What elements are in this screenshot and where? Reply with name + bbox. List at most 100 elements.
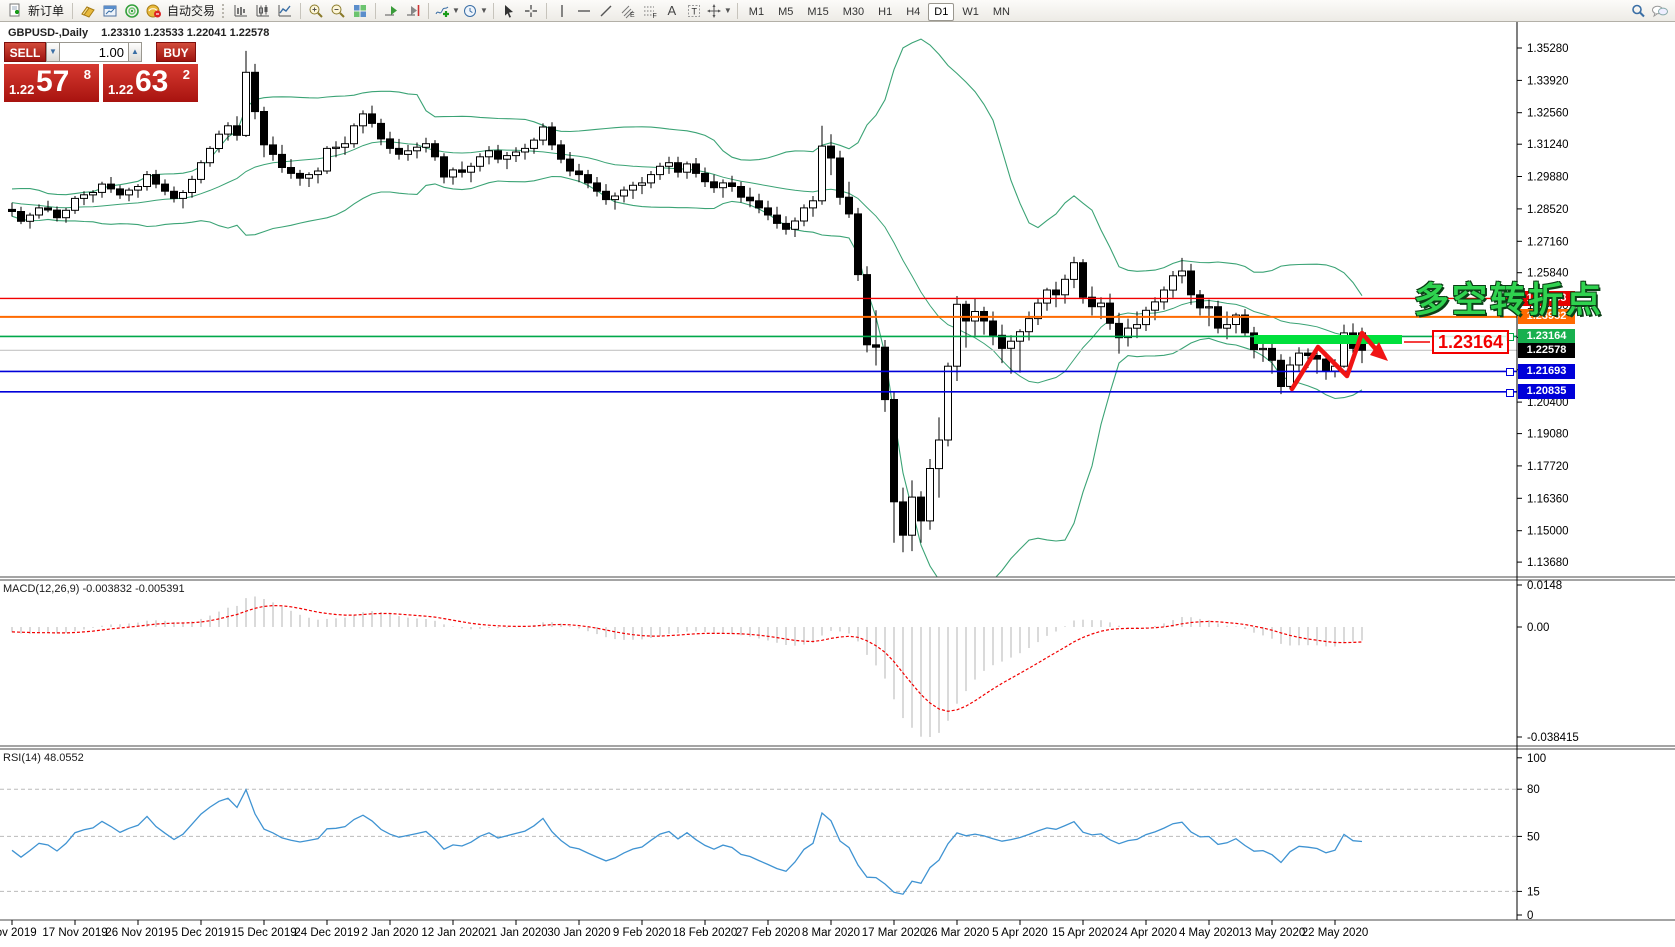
svg-text:100: 100: [1527, 753, 1546, 765]
svg-text:T: T: [691, 6, 697, 16]
autotrading-icon[interactable]: [144, 2, 164, 20]
indicators-icon[interactable]: ▼: [434, 2, 460, 20]
svg-text:22 May 2020: 22 May 2020: [1302, 927, 1369, 939]
timeframe-button-D1[interactable]: D1: [928, 2, 955, 21]
timeframe-button-M1[interactable]: M1: [748, 5, 765, 18]
crosshair-icon[interactable]: [521, 2, 541, 20]
search-icon[interactable]: [1628, 2, 1648, 20]
timeframe-button-H1[interactable]: H1: [878, 5, 893, 18]
svg-text:9 Feb 2020: 9 Feb 2020: [613, 927, 671, 939]
toolbar-separator: [72, 2, 74, 19]
sell-price-base: 1.22: [9, 82, 35, 97]
candlestick-chart-icon[interactable]: [253, 2, 273, 20]
toolbar-separator: [428, 2, 430, 19]
price-callout-box[interactable]: 1.23164: [1432, 330, 1510, 354]
timeframe-button-M5[interactable]: M5: [778, 5, 794, 18]
svg-text:RSI(14) 48.0552: RSI(14) 48.0552: [3, 752, 84, 764]
svg-text:50: 50: [1527, 831, 1540, 843]
svg-text:24 Apr 2020: 24 Apr 2020: [1115, 927, 1177, 939]
bar-chart-icon[interactable]: [231, 2, 251, 20]
new-order-icon[interactable]: [5, 2, 25, 20]
svg-text:0.00: 0.00: [1527, 622, 1549, 634]
svg-text:1.27160: 1.27160: [1527, 236, 1569, 248]
svg-text:26 Nov 2019: 26 Nov 2019: [105, 927, 170, 939]
auto-scroll-icon[interactable]: [381, 2, 401, 20]
one-click-trading-panel: SELL ▼ ▲ BUY 1.22 57 8 1.22 63 2: [4, 42, 198, 102]
price-tag-1.21693: 1.21693: [1518, 363, 1575, 379]
svg-text:1.25840: 1.25840: [1527, 268, 1569, 280]
svg-text:1.28520: 1.28520: [1527, 204, 1569, 216]
price-tag-1.23982: 1.23982: [1518, 309, 1575, 325]
timeframe-button-M30[interactable]: M30: [842, 5, 865, 18]
buy-button[interactable]: BUY: [156, 42, 196, 62]
autotrading-label[interactable]: 自动交易: [167, 4, 216, 18]
fibonacci-tool-icon[interactable]: F: [640, 2, 660, 20]
svg-text:1.17720: 1.17720: [1527, 461, 1569, 473]
timeframe-button-MN[interactable]: MN: [992, 5, 1010, 18]
chart-canvas[interactable]: 1.35280 1.33920 1.32560 1.31240 1.29880 1.285…: [0, 22, 1675, 942]
volume-input[interactable]: [60, 42, 128, 62]
buy-price-base: 1.22: [108, 82, 134, 97]
svg-text:MACD(12,26,9) -0.003832 -0.005: MACD(12,26,9) -0.003832 -0.005391: [3, 583, 185, 595]
svg-text:17 Nov 2019: 17 Nov 2019: [42, 927, 107, 939]
channel-tool-icon[interactable]: E: [618, 2, 638, 20]
cursor-icon[interactable]: [499, 2, 519, 20]
line-anchor-marker[interactable]: [1506, 368, 1514, 377]
market-watch-icon[interactable]: [100, 2, 120, 20]
svg-text:80: 80: [1527, 784, 1540, 796]
sell-price-pip: 8: [83, 67, 91, 82]
svg-text:15 Dec 2019: 15 Dec 2019: [231, 927, 296, 939]
sell-price-box[interactable]: 1.22 57 8: [4, 64, 99, 102]
arrows-tool-icon[interactable]: ▼: [706, 2, 732, 20]
chart-shift-icon[interactable]: [403, 2, 423, 20]
svg-text:1.31240: 1.31240: [1527, 139, 1569, 151]
text-tool-icon[interactable]: A: [667, 3, 677, 18]
turning-point-annotation[interactable]: 多空转折点: [1414, 281, 1605, 320]
svg-text:13 May 2020: 13 May 2020: [1239, 927, 1306, 939]
label-tool-icon[interactable]: T: [684, 2, 704, 20]
svg-text:15: 15: [1527, 886, 1540, 898]
buy-price-box[interactable]: 1.22 63 2: [103, 64, 198, 102]
signals-icon[interactable]: [122, 2, 142, 20]
svg-text:24 Dec 2019: 24 Dec 2019: [294, 927, 359, 939]
chart-title: GBPUSD-,Daily 1.23310 1.23533 1.22041 1.…: [8, 27, 269, 39]
periods-icon[interactable]: ▼: [462, 2, 488, 20]
new-order-label[interactable]: 新订单: [28, 4, 65, 18]
line-anchor-marker[interactable]: [1506, 388, 1514, 397]
chat-icon[interactable]: [1650, 2, 1670, 20]
svg-text:1.35280: 1.35280: [1527, 43, 1569, 55]
sell-button[interactable]: SELL: [4, 42, 46, 62]
volume-decrease-button[interactable]: ▼: [46, 42, 60, 62]
toolbar-separator: [375, 2, 377, 19]
svg-text:21 Jan 2020: 21 Jan 2020: [484, 927, 547, 939]
ohlc-values: 1.23310 1.23533 1.22041 1.22578: [101, 27, 270, 39]
dropdown-caret: ▼: [723, 6, 732, 15]
toolbar-separator: [492, 2, 494, 19]
trendline-tool-icon[interactable]: [596, 2, 616, 20]
vertical-line-tool-icon[interactable]: [552, 2, 572, 20]
svg-text:1.15000: 1.15000: [1527, 526, 1569, 538]
line-chart-icon[interactable]: [275, 2, 295, 20]
tile-windows-icon[interactable]: [350, 2, 370, 20]
svg-text:0.0148: 0.0148: [1527, 580, 1562, 592]
timeframe-button-W1[interactable]: W1: [962, 5, 979, 18]
price-tag-1.24758: 1.24758: [1518, 290, 1575, 306]
svg-text:4 May 2020: 4 May 2020: [1179, 927, 1239, 939]
sell-price-main: 57: [36, 65, 70, 98]
svg-text:1.16360: 1.16360: [1527, 493, 1569, 505]
zoom-in-icon[interactable]: [306, 2, 326, 20]
svg-text:2 Jan 2020: 2 Jan 2020: [362, 927, 419, 939]
volume-increase-button[interactable]: ▲: [128, 42, 142, 62]
svg-text:18 Feb 2020: 18 Feb 2020: [673, 927, 738, 939]
svg-text:26 Mar 2020: 26 Mar 2020: [925, 927, 990, 939]
svg-text:1.13680: 1.13680: [1527, 557, 1569, 569]
timeframe-button-H4[interactable]: H4: [906, 5, 921, 18]
timeframe-button-M15[interactable]: M15: [807, 5, 829, 18]
zoom-out-icon[interactable]: [328, 2, 348, 20]
svg-text:1.20400: 1.20400: [1527, 397, 1569, 409]
price-list-icon[interactable]: [78, 2, 98, 20]
svg-text:0: 0: [1527, 910, 1533, 922]
buy-price-pip: 2: [182, 67, 190, 82]
channel-letter: E: [630, 12, 635, 19]
horizontal-line-tool-icon[interactable]: [574, 2, 594, 20]
